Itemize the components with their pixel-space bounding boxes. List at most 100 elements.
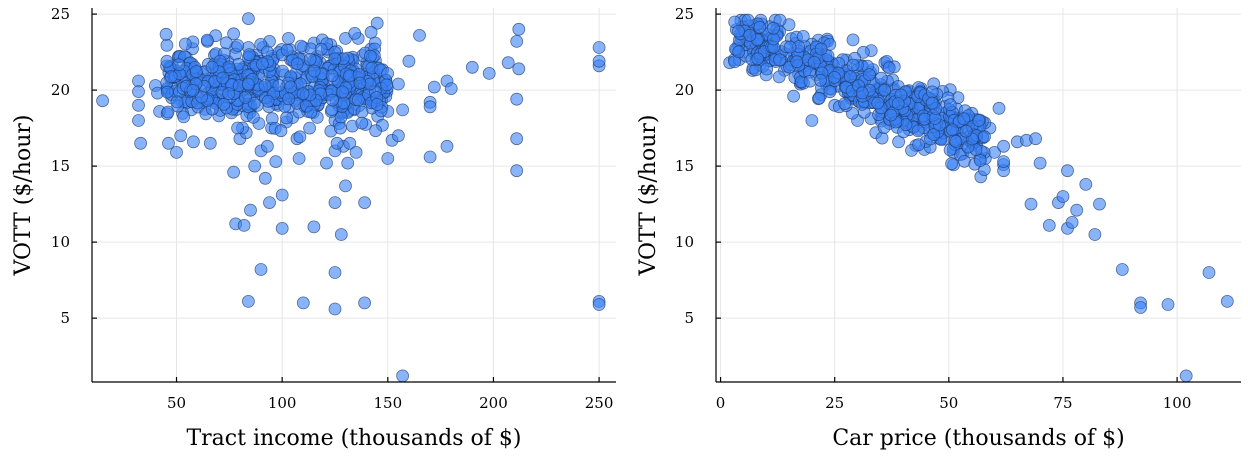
scatter-point [512,22,526,36]
scatter-point [244,203,257,217]
scatter-point [296,87,310,101]
income-vott-scatter-panel: 50 100 150 200 250 5 10 15 20 25 Tract income (tho… [11,5,616,451]
scatter-point [1065,215,1079,229]
scatter-point [336,85,349,99]
scatter-point [741,13,755,27]
x-tick-label: 50 [939,394,958,412]
scatter-point [1088,228,1102,241]
scatter-point [96,94,109,108]
scatter-point [337,96,351,110]
scatter-point [160,54,174,68]
scatter-point [348,27,362,40]
scatter-point [787,89,800,103]
scatter-point [402,54,416,68]
scatter-point [174,129,188,143]
scatter-point [501,56,515,70]
scatter-point [222,87,236,100]
scatter-point [510,164,524,178]
scatter-point [132,98,145,112]
scatter-point [751,52,765,66]
scatter-point [363,49,377,63]
scatter-point [911,124,925,138]
scatter-point [333,121,347,135]
scatter-point [339,179,352,193]
x-tick-label: 100 [268,394,297,412]
scatter-point [216,71,230,85]
scatter-point [767,32,780,46]
scatter-point [945,157,958,171]
scatter-point [328,52,342,66]
scatter-point [231,121,245,135]
scatter-point [1061,164,1074,178]
scatter-point [314,42,328,56]
scatter-point [177,110,191,124]
scatter-point [1079,177,1093,191]
y-axis-label: VOTT ($/hour) [636,115,661,277]
scatter-point [925,85,939,99]
y-tick-label: 10 [675,233,694,251]
scatter-point [1024,197,1038,211]
x-axis-label: Car price (thousands of $) [832,426,1124,451]
scatter-point [294,39,308,53]
scatter-point [132,85,145,98]
scatter-point [814,73,827,87]
scatter-point [292,152,306,165]
scatter-point [862,68,876,81]
scatter-point [351,93,365,107]
scatter-point [255,57,269,71]
scatter-point [773,53,786,67]
scatter-point [997,139,1010,153]
y-tick-label: 10 [51,233,70,251]
scatter-point [972,114,986,127]
scatter-point [884,108,898,122]
scatter-point [812,91,826,105]
scatter-point [1202,266,1216,279]
scatter-point [186,84,200,97]
scatter-point [159,27,173,41]
scatter-point [189,65,203,78]
scatter-point [170,145,183,159]
scatter-point [1220,294,1234,308]
scatter-point [186,135,200,149]
scatter-point [282,32,295,45]
scatter-point [949,135,963,148]
scatter-point [269,155,283,169]
scatter-point [227,27,241,41]
scatter-point [391,77,405,91]
scatter-point [978,130,991,144]
scatter-point [205,60,219,74]
scatter-point [227,165,241,179]
scatter-point [161,105,175,119]
scatter-point [296,296,310,310]
scatter-point [134,136,148,150]
scatter-point [358,296,372,310]
scatter-point [195,90,209,104]
y-tick-label: 5 [60,309,70,327]
scatter-point [132,74,145,88]
scatter-point [260,139,274,153]
scatter-point [1179,369,1193,383]
scatter-point [912,138,925,152]
scatter-point [343,136,357,150]
scatter-point [280,111,293,125]
scatter-point [1161,298,1175,311]
scatter-point [767,21,780,35]
scatter-point [246,110,260,124]
scatter-point [857,45,870,59]
scatter-point [760,62,774,76]
scatter-point [261,94,275,108]
scatter-point [892,135,905,149]
scatter-point [783,40,797,54]
scatter-point [838,97,852,110]
scatter-point [231,39,245,52]
scatter-point [370,16,384,30]
scatter-point [1033,156,1047,170]
scatter-point [1134,301,1147,314]
scatter-point [855,86,869,100]
scatter-point [846,58,860,72]
scatter-point [396,103,410,117]
scatter-point [334,228,348,241]
scatter-point [160,38,174,52]
scatter-point [844,70,857,83]
x-tick-label: 75 [1053,394,1072,412]
